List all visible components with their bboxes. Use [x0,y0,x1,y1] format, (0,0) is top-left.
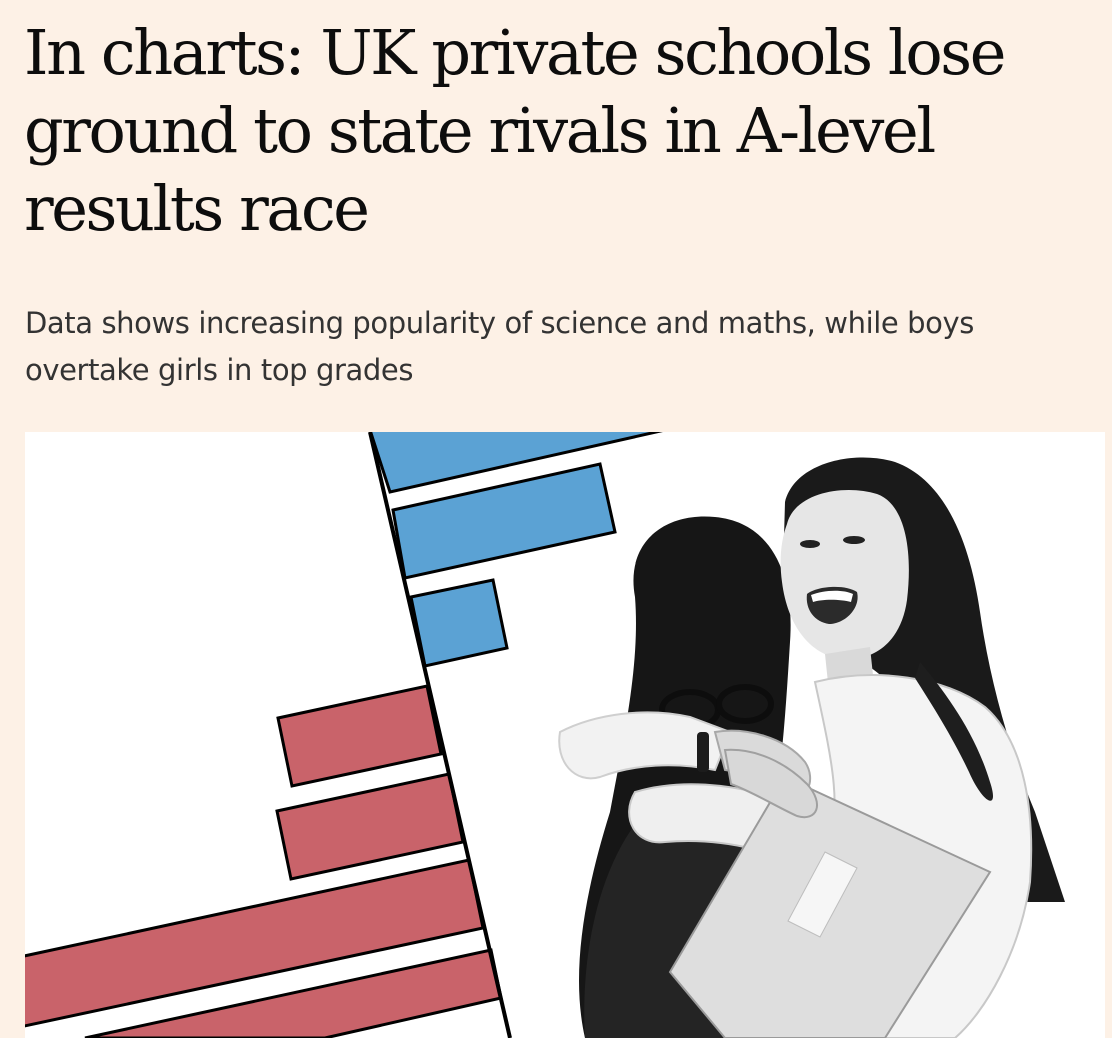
arm-left-sleeve [558,711,732,780]
tilted-bar-chart-graphic [25,432,663,1038]
student-front-face [780,489,909,660]
hero-image [25,432,1105,1038]
teeth [811,590,853,602]
red-bar-1 [276,684,443,788]
article-standfirst: Data shows increasing popularity of scie… [25,306,974,387]
red-bar-2 [275,772,465,881]
students-hugging-photo [558,457,1065,1038]
eye-right [843,536,865,544]
wristwatch [697,732,709,772]
eye-left [800,540,820,548]
hair-strands-shoulder [915,662,994,801]
chart-axis-line [368,432,512,1038]
blue-bar-3 [409,578,509,668]
article-headline: In charts: UK private schools lose groun… [24,16,1006,245]
envelope-window [787,851,858,938]
hand-on-envelope [723,748,818,819]
blue-bar-2 [391,462,617,580]
blue-bar-1 [369,432,663,494]
